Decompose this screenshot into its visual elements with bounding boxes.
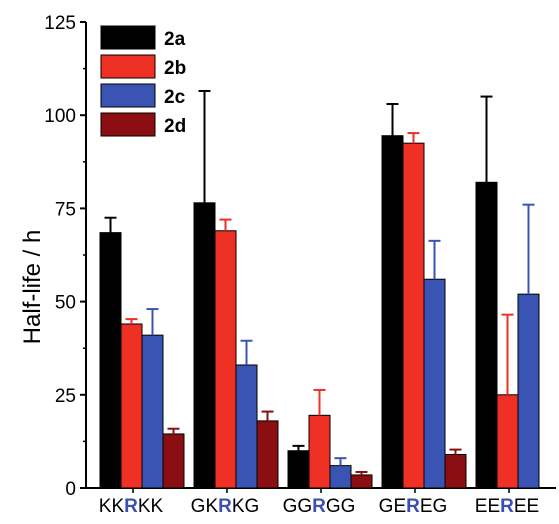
bar-2d-1 (256, 420, 279, 489)
bar-2c-2 (329, 465, 352, 489)
bar-2b-4 (496, 394, 519, 489)
y-axis-label: Half-life / h (19, 230, 46, 345)
bar-2d-0 (162, 433, 185, 489)
bar-2a-1 (193, 202, 216, 489)
bar-2a-4 (475, 181, 498, 489)
legend-swatch-2d (100, 112, 156, 137)
y-tick-label: 125 (44, 13, 76, 34)
bar-2c-3 (423, 278, 446, 489)
category-part: EE (514, 496, 539, 517)
y-tick-label: 75 (55, 199, 76, 220)
legend: 2a 2b 2c 2d (100, 25, 186, 137)
bar-2b-3 (402, 142, 425, 489)
bar-2b-2 (308, 414, 331, 489)
category-highlight-part: R (406, 496, 420, 517)
bar-2d-2 (350, 474, 373, 489)
y-tick-label: 100 (44, 106, 76, 127)
category-part: KG (232, 496, 259, 517)
bar-2c-0 (141, 334, 164, 489)
bar-2c-4 (517, 293, 540, 489)
x-category-label: GEREG (379, 496, 448, 517)
legend-swatch-2b (100, 54, 156, 79)
legend-swatch-2a (100, 25, 156, 50)
error-bars (104, 89, 535, 475)
x-category-labels: KKRKK GKRKG GGRGG GEREG EEREE (99, 496, 539, 517)
legend-label-2c: 2c (164, 87, 186, 108)
category-part: GE (379, 496, 406, 517)
legend-label-2d: 2d (164, 116, 186, 137)
category-highlight-part: R (124, 496, 138, 517)
legend-swatch-2c (100, 83, 156, 108)
category-part: KK (138, 496, 164, 517)
y-tick-labels: 0 25 50 75 100 125 (44, 13, 76, 500)
legend-label-2b: 2b (164, 58, 186, 79)
x-category-label: EEREE (475, 496, 539, 517)
category-part: EE (475, 496, 500, 517)
bar-2a-2 (287, 450, 310, 489)
x-category-label: GKRKG (191, 496, 260, 517)
legend-label-2a: 2a (164, 29, 186, 50)
category-highlight-part: R (500, 496, 514, 517)
y-tick-label: 50 (55, 293, 76, 314)
category-highlight-part: R (218, 496, 232, 517)
bar-2d-3 (444, 453, 467, 489)
category-part: GG (326, 496, 356, 517)
bar-2c-1 (235, 364, 258, 489)
x-category-label: GGRGG (283, 496, 356, 517)
category-highlight-part: R (312, 496, 326, 517)
category-part: GK (191, 496, 219, 517)
y-tick-label: 0 (65, 479, 76, 500)
bar-2b-1 (214, 230, 237, 489)
x-category-label: KKRKK (99, 496, 164, 517)
bar-2a-3 (381, 135, 404, 489)
category-part: KK (99, 496, 125, 517)
bar-2a-0 (99, 232, 122, 489)
category-part: GG (283, 496, 313, 517)
bar-2b-0 (120, 323, 143, 489)
y-tick-label: 25 (55, 386, 76, 407)
category-part: EG (420, 496, 447, 517)
bars (99, 135, 540, 489)
